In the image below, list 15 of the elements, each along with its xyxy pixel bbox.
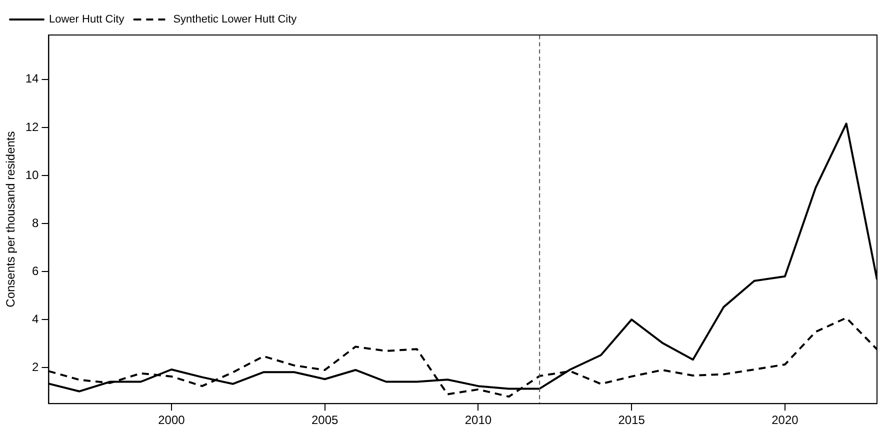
y-tick-label: 2 xyxy=(32,360,40,374)
y-tick-label: 12 xyxy=(25,120,40,134)
x-tick-label: 2005 xyxy=(311,413,338,428)
y-tick-label: 8 xyxy=(32,216,40,230)
y-tick-label: 14 xyxy=(25,72,40,86)
y-axis-title: Consents per thousand residents xyxy=(4,131,18,308)
y-tick-label: 6 xyxy=(32,264,40,278)
x-tick-label: 2020 xyxy=(772,413,799,428)
y-tick-label: 10 xyxy=(25,168,40,182)
y-tick-label: 4 xyxy=(32,312,40,326)
x-tick-label: 2000 xyxy=(158,413,186,428)
legend-label: Lower Hutt City xyxy=(49,14,125,26)
x-tick-label: 2015 xyxy=(618,413,646,428)
x-tick-label: 2010 xyxy=(464,413,492,428)
legend-label: Synthetic Lower Hutt City xyxy=(173,14,298,26)
